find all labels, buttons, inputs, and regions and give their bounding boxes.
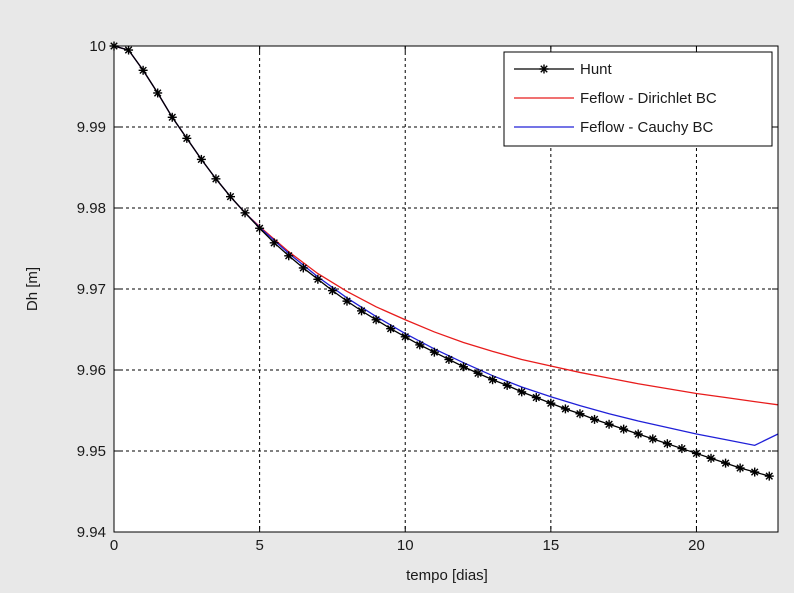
data-point <box>196 154 206 164</box>
data-point <box>604 419 614 429</box>
y-tick-label: 9.94 <box>77 524 106 541</box>
x-tick-label: 15 <box>542 537 559 554</box>
data-point <box>458 362 468 372</box>
data-point <box>502 380 512 390</box>
x-tick-label: 5 <box>255 537 263 554</box>
data-point <box>124 45 134 55</box>
data-point <box>575 409 585 419</box>
data-point <box>415 340 425 350</box>
data-point <box>662 439 672 449</box>
data-point <box>488 375 498 385</box>
data-point <box>298 263 308 273</box>
data-point <box>473 368 483 378</box>
data-point <box>560 404 570 414</box>
data-point <box>735 463 745 473</box>
x-tick-label: 0 <box>110 537 118 554</box>
series-layer <box>109 41 779 481</box>
data-point <box>153 88 163 98</box>
grid-layer <box>114 46 778 532</box>
data-point <box>590 414 600 424</box>
data-point <box>284 251 294 261</box>
legend-label: Feflow - Dirichlet BC <box>580 90 717 107</box>
data-point <box>691 448 701 458</box>
data-point <box>138 65 148 75</box>
legend-marker <box>539 64 549 74</box>
y-tick-label: 10 <box>89 38 106 55</box>
data-point <box>764 471 774 481</box>
data-point <box>619 424 629 434</box>
data-point <box>444 354 454 364</box>
data-point <box>633 429 643 439</box>
data-point <box>517 387 527 397</box>
data-point <box>342 296 352 306</box>
data-point <box>750 467 760 477</box>
data-point <box>429 347 439 357</box>
data-point <box>371 315 381 325</box>
y-tick-label: 9.99 <box>77 119 106 136</box>
legend-box <box>503 51 773 147</box>
data-point <box>167 112 177 122</box>
y-tick-label: 9.95 <box>77 443 106 460</box>
data-point <box>182 133 192 143</box>
data-point <box>546 398 556 408</box>
y-tick-label: 9.98 <box>77 200 106 217</box>
data-point <box>531 393 541 403</box>
tick-layer: 0 5 10 15 20 9.94 9.95 9.96 9.97 9.98 9.99 10 <box>77 38 778 554</box>
y-tick-label: 9.97 <box>77 281 106 298</box>
data-point <box>648 434 658 444</box>
legend-label: Hunt <box>580 61 613 78</box>
data-point <box>706 453 716 463</box>
legend: Hunt Feflow - Dirichlet BC Feflow - Cauchy… <box>503 51 773 147</box>
data-point <box>357 306 367 316</box>
legend-label: Feflow - Cauchy BC <box>580 119 714 136</box>
x-tick-label: 10 <box>397 537 414 554</box>
y-axis-label: Dh [m] <box>24 267 41 311</box>
data-point <box>677 444 687 454</box>
data-point <box>327 286 337 296</box>
data-point <box>240 208 250 218</box>
data-point <box>400 332 410 342</box>
data-point <box>225 192 235 202</box>
data-point <box>386 324 396 334</box>
y-tick-label: 9.96 <box>77 362 106 379</box>
series-line-1 <box>113 45 770 477</box>
data-point <box>313 274 323 284</box>
data-point <box>255 223 265 233</box>
data-point <box>211 174 221 184</box>
x-axis-label: tempo [dias] <box>406 567 488 584</box>
data-point <box>269 238 279 248</box>
x-tick-label: 20 <box>688 537 705 554</box>
data-point <box>721 458 731 468</box>
